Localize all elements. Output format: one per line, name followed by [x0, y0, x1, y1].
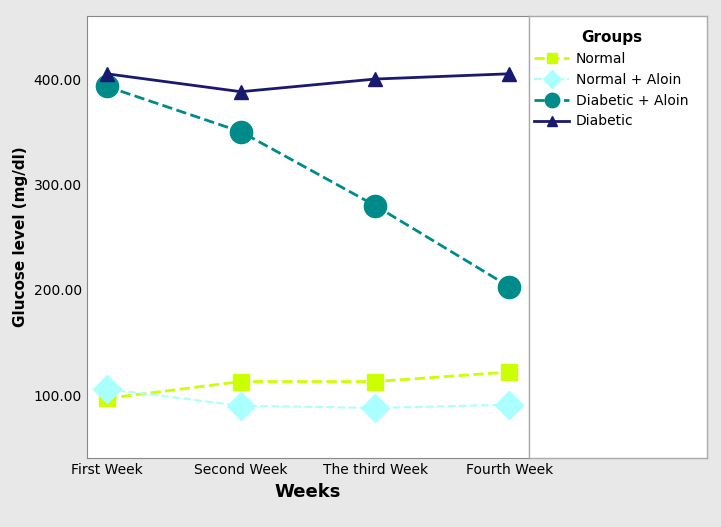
- X-axis label: Weeks: Weeks: [275, 483, 341, 501]
- Diabetic: [102, 71, 111, 77]
- Normal + Aloin: [102, 386, 111, 392]
- Diabetic: [371, 76, 379, 82]
- Normal: [371, 378, 379, 385]
- Diabetic + Aloin: [236, 129, 245, 135]
- Normal + Aloin: [505, 402, 513, 408]
- Diabetic: [505, 71, 513, 77]
- Normal: [102, 395, 111, 402]
- Legend: Normal, Normal + Aloin, Diabetic + Aloin, Diabetic: Normal, Normal + Aloin, Diabetic + Aloin…: [528, 23, 696, 135]
- Diabetic + Aloin: [371, 202, 379, 209]
- Y-axis label: Glucose level (mg/dl): Glucose level (mg/dl): [13, 147, 28, 327]
- Normal + Aloin: [236, 403, 245, 409]
- Diabetic + Aloin: [102, 83, 111, 90]
- Normal: [236, 378, 245, 385]
- Normal + Aloin: [371, 405, 379, 411]
- Line: Diabetic: Diabetic: [99, 67, 516, 99]
- Line: Diabetic + Aloin: Diabetic + Aloin: [96, 75, 521, 298]
- Diabetic: [236, 89, 245, 95]
- Line: Normal: Normal: [99, 365, 517, 406]
- Diabetic + Aloin: [505, 284, 513, 290]
- Line: Normal + Aloin: Normal + Aloin: [97, 379, 519, 417]
- Normal: [505, 369, 513, 375]
